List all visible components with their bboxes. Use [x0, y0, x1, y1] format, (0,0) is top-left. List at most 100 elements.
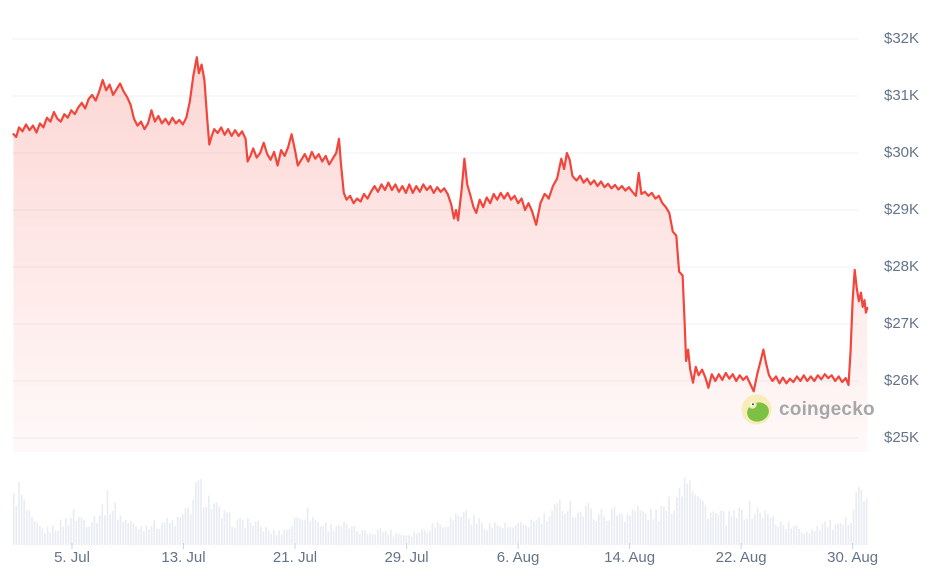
volume-bar	[202, 507, 205, 545]
volume-bar	[618, 513, 621, 545]
volume-bar	[613, 506, 616, 545]
volume-bar	[496, 525, 499, 545]
volume-bar	[579, 511, 582, 545]
volume-bar	[585, 505, 587, 545]
volume-bar	[512, 527, 514, 545]
volume-bar	[379, 527, 382, 545]
volume-bar	[852, 509, 855, 545]
volume-bar	[572, 517, 574, 545]
volume-bars	[13, 477, 868, 545]
volume-bar	[371, 533, 374, 545]
volume-bar	[507, 527, 509, 545]
volume-bar	[847, 524, 850, 545]
volume-bar	[535, 519, 538, 545]
volume-bar	[842, 524, 845, 545]
volume-bar	[735, 518, 738, 545]
volume-bar	[769, 517, 772, 545]
volume-bar	[67, 524, 70, 545]
volume-bar	[153, 520, 156, 545]
volume-bar	[330, 524, 332, 545]
volume-bar	[270, 533, 273, 545]
volume-bar	[481, 523, 483, 545]
volume-bar	[189, 514, 192, 545]
volume-bar	[483, 529, 486, 545]
volume-bar	[821, 524, 824, 545]
volume-bar	[319, 526, 322, 545]
volume-bar	[639, 510, 642, 545]
volume-bar	[205, 506, 208, 545]
volume-bar	[226, 512, 228, 545]
volume-bar	[140, 526, 143, 545]
volume-bar	[670, 513, 673, 545]
volume-bar	[754, 514, 756, 545]
volume-bar	[665, 510, 668, 545]
volume-bar	[262, 531, 265, 545]
volume-bar	[439, 524, 442, 545]
volume-bar	[340, 526, 343, 545]
volume-bar	[478, 517, 481, 545]
volume-bar	[410, 536, 413, 545]
volume-bar	[101, 504, 104, 545]
volume-bar	[163, 522, 166, 545]
volume-bar	[54, 530, 57, 545]
volume-bar	[683, 477, 686, 545]
volume-bar	[124, 519, 127, 545]
x-axis-label: 29. Jul	[384, 549, 429, 566]
volume-bar	[169, 523, 171, 545]
volume-bar	[590, 508, 592, 545]
volume-bar	[122, 521, 124, 545]
volume-bar	[137, 529, 140, 545]
volume-bar	[104, 515, 106, 545]
volume-bar	[239, 518, 241, 545]
volume-bar	[800, 532, 803, 545]
volume-bar	[109, 514, 111, 545]
volume-bar	[564, 513, 566, 545]
volume-bar	[452, 520, 455, 545]
volume-bar	[353, 526, 356, 545]
volume-bar	[23, 499, 26, 545]
volume-bar	[408, 535, 410, 545]
volume-bar	[832, 529, 834, 545]
volume-bar	[304, 519, 306, 545]
volume-bar	[85, 527, 88, 545]
volume-bar	[317, 521, 319, 545]
volume-bar	[730, 516, 733, 545]
volume-bar	[249, 522, 252, 545]
volume-bar	[681, 496, 683, 545]
volume-bar	[743, 519, 746, 545]
volume-bar	[728, 511, 730, 545]
volume-bar	[470, 524, 473, 545]
x-axis-label: 6. Aug	[496, 549, 540, 566]
volume-bar	[182, 514, 184, 545]
y-axis-label: $32K	[884, 30, 920, 47]
volume-bar	[33, 520, 36, 545]
volume-bar	[127, 522, 130, 545]
volume-bar	[301, 519, 304, 545]
coingecko-logo-icon	[741, 394, 772, 425]
volume-bar	[192, 500, 195, 545]
volume-bar	[434, 527, 436, 545]
volume-bar	[52, 525, 54, 545]
volume-bar	[673, 510, 676, 545]
x-axis-ticks	[71, 543, 854, 549]
volume-bar	[774, 524, 777, 545]
volume-bar	[811, 529, 813, 545]
volume-bar	[39, 526, 41, 545]
volume-bar	[260, 526, 262, 545]
volume-bar	[46, 526, 49, 545]
volume-bar	[556, 503, 559, 545]
volume-bar	[707, 518, 709, 545]
volume-bar	[772, 516, 774, 545]
volume-bar	[166, 517, 169, 545]
volume-bar	[213, 503, 215, 545]
volume-bar	[600, 508, 603, 545]
volume-bar	[460, 517, 462, 545]
volume-bar	[637, 505, 639, 545]
volume-bar	[709, 512, 712, 545]
volume-bar	[426, 532, 429, 545]
volume-bar	[605, 520, 608, 545]
volume-bar	[130, 521, 132, 545]
volume-bar	[114, 502, 117, 545]
